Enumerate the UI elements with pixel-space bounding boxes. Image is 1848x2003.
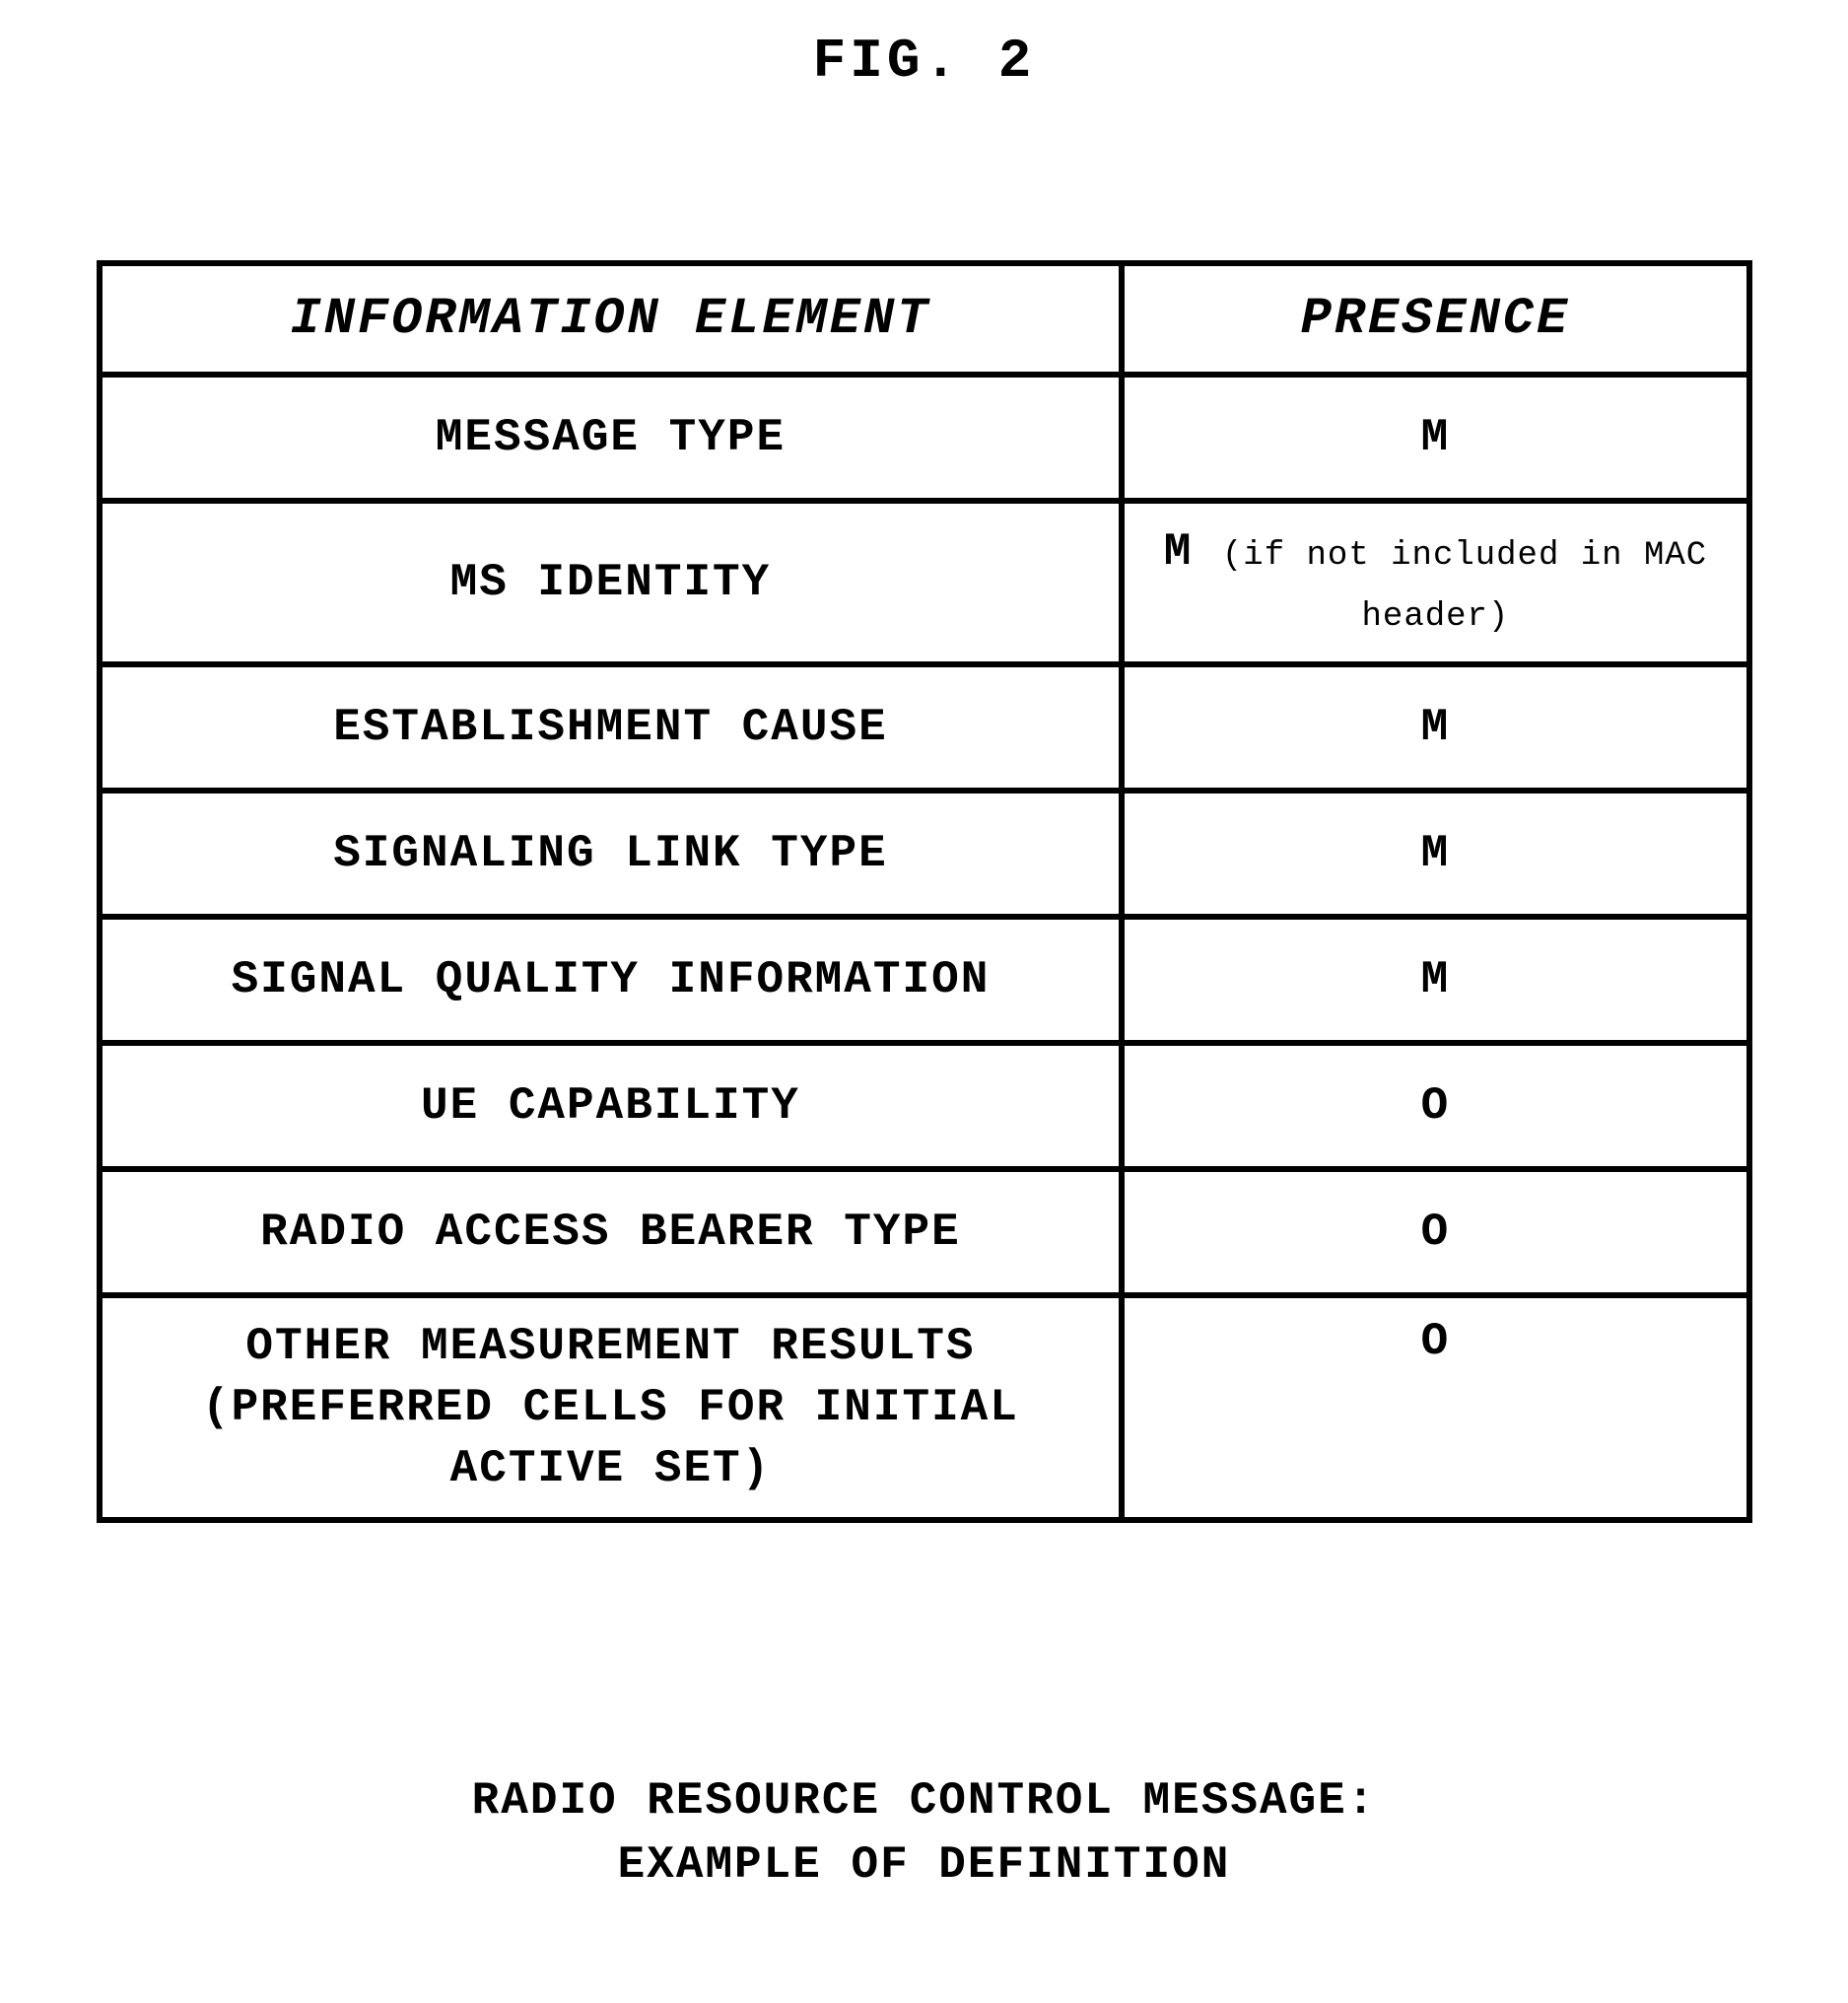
header-presence: PRESENCE: [1122, 263, 1748, 375]
cell-presence: O: [1122, 1169, 1748, 1295]
table-row: MESSAGE TYPE M: [100, 375, 1749, 501]
figure-title: FIG. 2: [813, 30, 1036, 93]
table-header-row: INFORMATION ELEMENT PRESENCE: [100, 263, 1749, 375]
cell-element: ESTABLISHMENT CAUSE: [100, 664, 1123, 791]
cell-element: SIGNALING LINK TYPE: [100, 791, 1123, 917]
cell-presence: O: [1122, 1043, 1748, 1169]
table-container: INFORMATION ELEMENT PRESENCE MESSAGE TYP…: [97, 260, 1752, 1523]
cell-element: RADIO ACCESS BEARER TYPE: [100, 1169, 1123, 1295]
cell-element: SIGNAL QUALITY INFORMATION: [100, 917, 1123, 1043]
cell-presence: M: [1122, 664, 1748, 791]
table-row: SIGNAL QUALITY INFORMATION M: [100, 917, 1749, 1043]
figure-caption: RADIO RESOURCE CONTROL MESSAGE: EXAMPLE …: [472, 1769, 1377, 1897]
table-row: RADIO ACCESS BEARER TYPE O: [100, 1169, 1749, 1295]
table-row: ESTABLISHMENT CAUSE M: [100, 664, 1749, 791]
caption-line-1: RADIO RESOURCE CONTROL MESSAGE:: [472, 1769, 1377, 1832]
cell-element: MS IDENTITY: [100, 501, 1123, 664]
presence-value: M: [1164, 526, 1194, 578]
table-row: SIGNALING LINK TYPE M: [100, 791, 1749, 917]
caption-line-2: EXAMPLE OF DEFINITION: [472, 1833, 1377, 1897]
cell-presence: M: [1122, 791, 1748, 917]
table-row: OTHER MEASUREMENT RESULTS (PREFERRED CEL…: [100, 1295, 1749, 1520]
cell-presence: M: [1122, 917, 1748, 1043]
info-element-table: INFORMATION ELEMENT PRESENCE MESSAGE TYP…: [97, 260, 1752, 1523]
cell-element: UE CAPABILITY: [100, 1043, 1123, 1169]
cell-presence: O: [1122, 1295, 1748, 1520]
table-row: UE CAPABILITY O: [100, 1043, 1749, 1169]
cell-presence: M: [1122, 375, 1748, 501]
cell-element: OTHER MEASUREMENT RESULTS (PREFERRED CEL…: [100, 1295, 1123, 1520]
cell-presence: M (if not included in MAC header): [1122, 501, 1748, 664]
table-row: MS IDENTITY M (if not included in MAC he…: [100, 501, 1749, 664]
presence-note: (if not included in MAC header): [1222, 537, 1707, 636]
cell-element: MESSAGE TYPE: [100, 375, 1123, 501]
header-information-element: INFORMATION ELEMENT: [100, 263, 1123, 375]
